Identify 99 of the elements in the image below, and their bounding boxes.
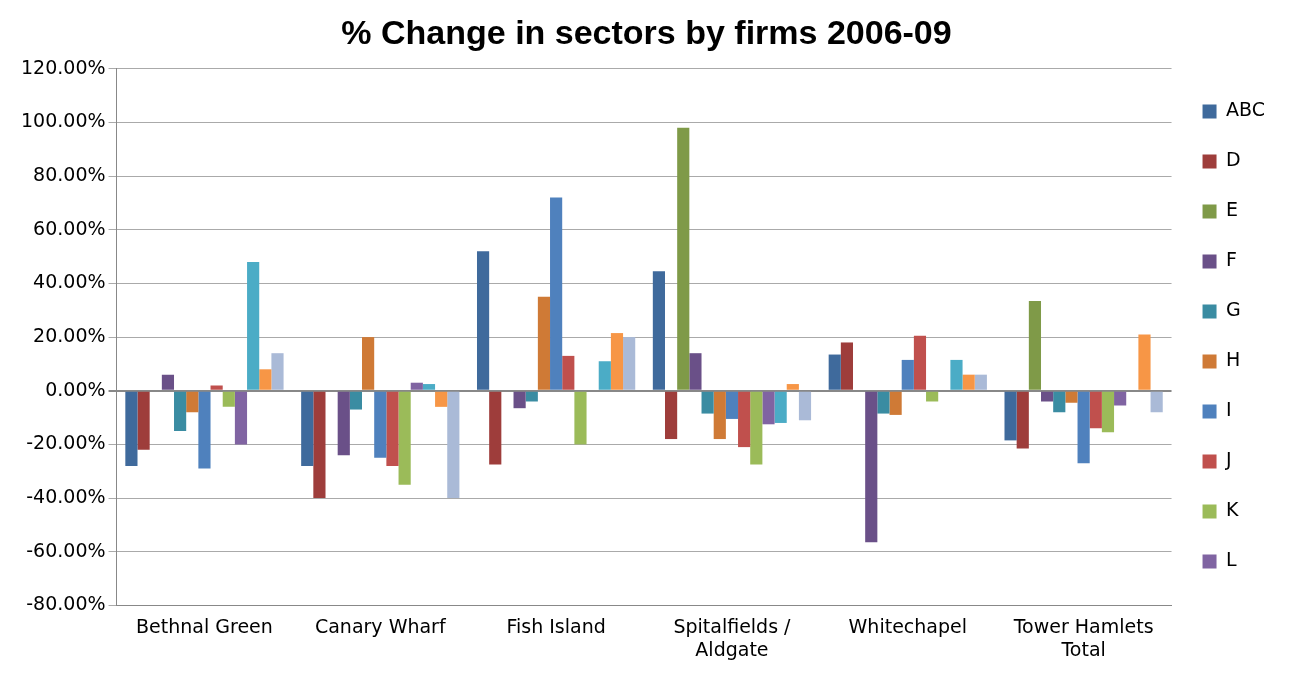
bar — [877, 391, 890, 414]
legend-label: I — [1226, 398, 1232, 421]
bar — [1089, 391, 1102, 429]
bar — [562, 355, 575, 390]
bar — [174, 391, 187, 432]
bar — [725, 391, 739, 419]
bar — [1150, 391, 1163, 413]
bar — [125, 391, 138, 466]
bar — [889, 391, 902, 415]
bar — [689, 353, 702, 390]
bar — [665, 391, 678, 440]
legend-label: H — [1226, 348, 1241, 371]
bar — [337, 391, 350, 456]
bar — [652, 271, 665, 390]
bar — [447, 391, 460, 499]
x-tick-label: Tower Hamlets Total — [1012, 614, 1154, 660]
legend-label: E — [1226, 198, 1239, 221]
bar — [926, 391, 939, 402]
bar — [1077, 391, 1090, 464]
bar — [701, 391, 714, 414]
bar — [950, 359, 963, 390]
bar — [798, 391, 812, 421]
y-tick-label: -80.00% — [26, 592, 106, 615]
bar — [786, 384, 799, 390]
legend-label: F — [1226, 248, 1237, 271]
bar — [435, 391, 448, 407]
bar — [750, 391, 763, 465]
bar — [828, 354, 841, 390]
bar — [210, 385, 223, 390]
bar — [476, 251, 490, 390]
bar — [537, 296, 551, 390]
bar — [349, 391, 363, 410]
bar — [1016, 391, 1029, 449]
chart-title: % Change in sectors by firms 2006-09 — [341, 12, 952, 51]
bar — [362, 337, 375, 390]
y-tick-label: 20.00% — [33, 324, 106, 347]
x-tick-label: Fish Island — [506, 614, 606, 637]
legend-label: K — [1226, 498, 1240, 521]
bar — [762, 391, 775, 425]
bar — [713, 391, 726, 440]
bar — [1114, 391, 1127, 406]
bar — [301, 391, 314, 466]
bar — [271, 353, 284, 390]
y-tick-label: 0.00% — [45, 377, 106, 400]
bar — [1004, 391, 1017, 441]
bar — [840, 342, 854, 390]
bar — [313, 391, 326, 499]
x-tick-label: Spitalfields / Aldgate — [673, 614, 792, 660]
bar — [259, 369, 272, 390]
bar — [1138, 334, 1151, 390]
bar — [386, 391, 399, 466]
bar — [489, 391, 502, 465]
bar — [247, 261, 260, 390]
bar — [513, 391, 526, 409]
bar — [137, 391, 150, 450]
bar — [525, 391, 538, 402]
bar — [865, 391, 878, 543]
bar — [738, 391, 751, 448]
legend-label: D — [1226, 148, 1241, 171]
y-tick-label: 60.00% — [33, 216, 106, 239]
bar — [677, 127, 690, 390]
bar — [422, 384, 436, 390]
bar — [374, 391, 387, 458]
bar — [198, 391, 211, 469]
bar — [962, 374, 975, 390]
bar — [598, 361, 611, 390]
legend-label: J — [1225, 448, 1232, 471]
bar — [974, 374, 987, 390]
bar — [774, 391, 787, 423]
y-tick-label: 120.00% — [20, 55, 106, 78]
bar — [610, 333, 624, 390]
bar — [1053, 391, 1066, 413]
bar — [186, 391, 199, 413]
legend-label: ABC — [1226, 98, 1265, 121]
bar — [574, 391, 587, 445]
x-tick-label: Whitechapel — [848, 614, 967, 637]
y-tick-label: -60.00% — [26, 538, 106, 561]
y-tick-label: -20.00% — [26, 431, 106, 454]
bar — [1041, 391, 1054, 402]
bar — [234, 391, 248, 445]
bar — [913, 335, 927, 390]
bar — [1065, 391, 1078, 403]
bar — [1101, 391, 1115, 433]
y-tick-label: 80.00% — [33, 163, 106, 186]
bar — [550, 197, 563, 390]
legend-label: L — [1226, 548, 1238, 571]
bar — [161, 374, 175, 390]
bar — [1028, 300, 1042, 390]
y-tick-label: 40.00% — [33, 270, 106, 293]
bar — [222, 391, 235, 407]
y-tick-label: -40.00% — [26, 485, 106, 508]
bar — [398, 391, 411, 485]
bar — [410, 382, 423, 390]
legend-label: G — [1226, 298, 1241, 321]
y-tick-label: 100.00% — [20, 109, 106, 132]
bar — [901, 359, 914, 390]
x-tick-label: Canary Wharf — [314, 614, 447, 637]
x-tick-label: Bethnal Green — [136, 614, 273, 637]
bar — [623, 337, 636, 390]
